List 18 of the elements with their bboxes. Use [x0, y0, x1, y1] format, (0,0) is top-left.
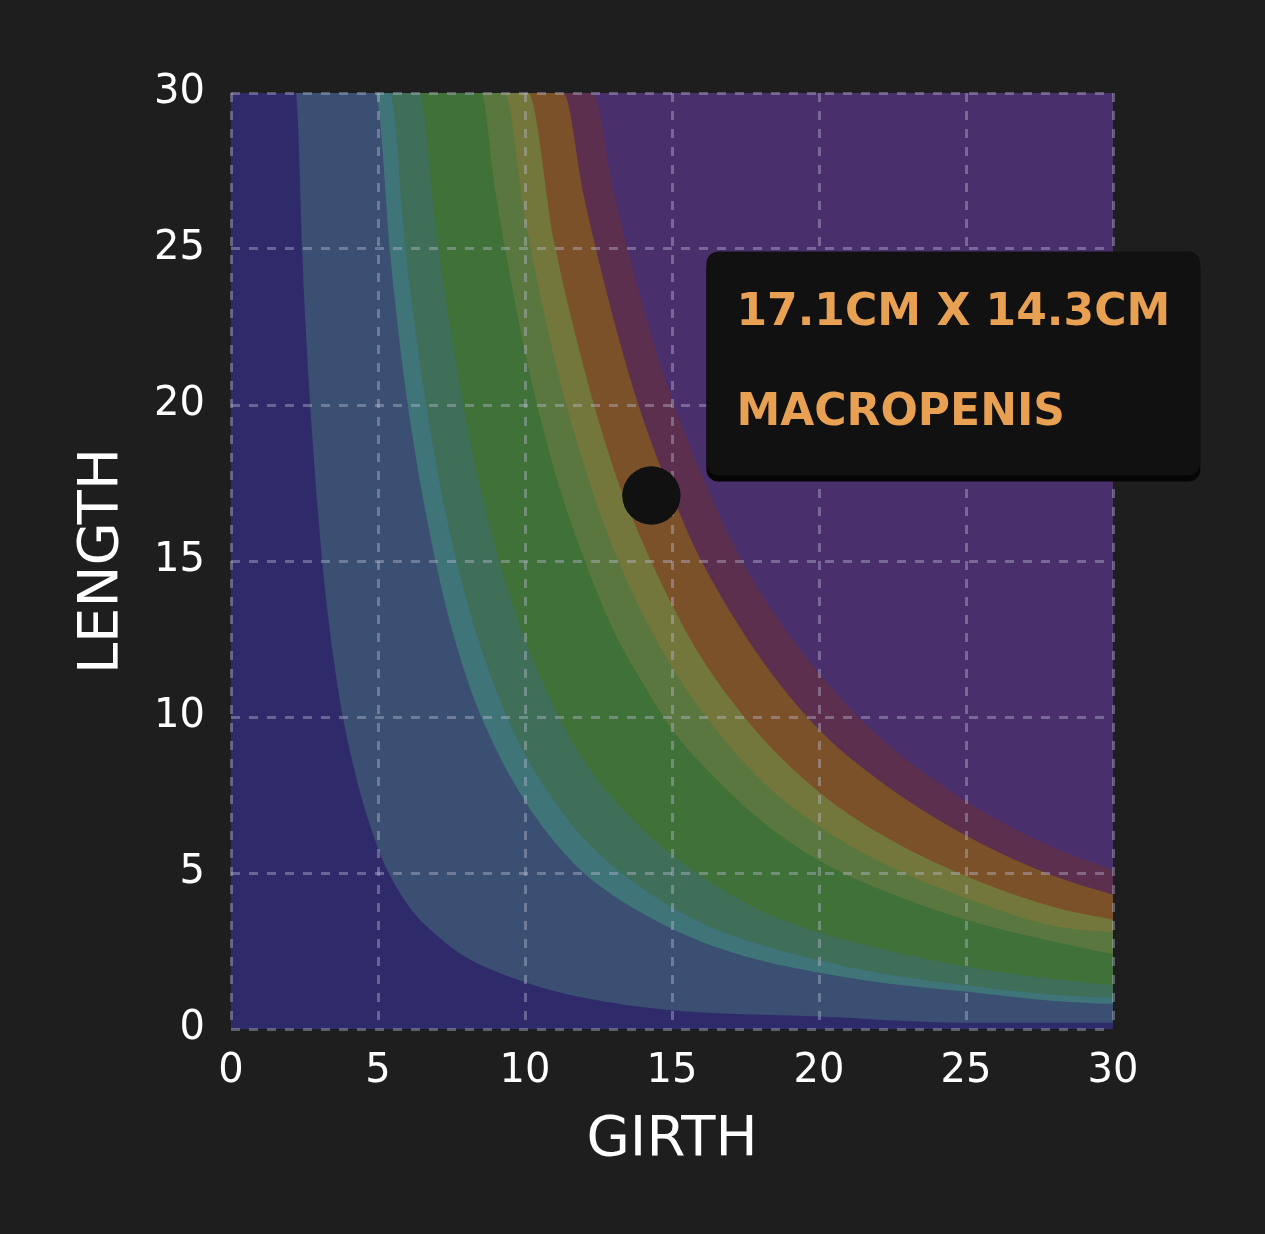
x-tick-label: 0 [218, 1045, 244, 1092]
annotation: MACROPENIS [736, 383, 1066, 435]
x-tick-label: 15 [646, 1045, 698, 1092]
y-tick-label: 30 [154, 66, 205, 113]
y-tick-label: 10 [154, 690, 205, 737]
x-tick-label: 20 [793, 1045, 845, 1092]
x-tick-label: 30 [1087, 1045, 1139, 1092]
x-tick-label: 10 [499, 1045, 551, 1092]
y-tick-label: 25 [154, 222, 205, 269]
y-tick-label: 5 [179, 846, 205, 893]
x-axis-title: GIRTH [586, 1102, 758, 1168]
y-axis-title: LENGTH [65, 447, 131, 675]
y-tick-label: 0 [179, 1002, 205, 1049]
x-tick-label: 5 [365, 1045, 391, 1092]
y-tick-label: 20 [154, 378, 205, 425]
x-tick-label: 25 [940, 1045, 992, 1092]
annotation: 17.1CM X 14.3CM [736, 283, 1171, 335]
y-tick-label: 15 [154, 534, 205, 581]
